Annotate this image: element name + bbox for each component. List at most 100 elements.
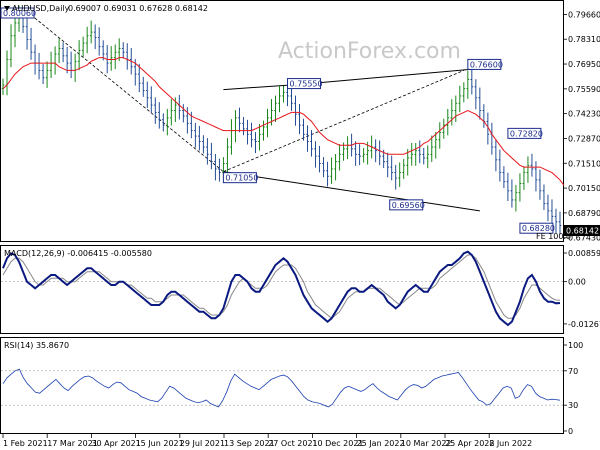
- candle: [13, 15, 17, 48]
- candle: [338, 144, 341, 171]
- x-tick-label: 10 Dec 2021: [312, 439, 363, 448]
- candle: [1, 78, 5, 96]
- candle: [49, 51, 53, 79]
- y-tick-label: 30: [568, 401, 578, 410]
- candle: [434, 132, 438, 159]
- candle: [89, 20, 93, 44]
- candle: [470, 68, 474, 95]
- candle: [161, 113, 165, 132]
- ohlc-readout: 0.69007 0.69031 0.67628 0.68142: [68, 4, 208, 13]
- candle: [33, 44, 37, 75]
- y-tick-label: 0.00: [568, 278, 586, 287]
- candle: [145, 81, 149, 108]
- candle: [474, 79, 478, 110]
- candle: [318, 145, 321, 173]
- candle: [542, 184, 546, 210]
- candle: [170, 99, 173, 126]
- candle: [494, 139, 498, 172]
- candle: [206, 138, 209, 165]
- candle: [430, 135, 434, 163]
- x-tick-label: 25 Apr 2022: [445, 439, 494, 448]
- pivot-label: 0.69560: [389, 199, 425, 211]
- y-tick-label: 0.67430: [568, 234, 600, 243]
- pivot-label: 0.68280: [519, 222, 555, 234]
- trendline: [223, 70, 464, 173]
- pivot-label: 0.76600: [467, 58, 503, 70]
- y-tick-label: 0.70150: [568, 184, 600, 193]
- price-pane-frame: [0, 0, 564, 242]
- candle: [558, 211, 562, 235]
- y-tick-label: 0.68790: [568, 209, 600, 218]
- candle: [406, 149, 410, 176]
- trendline: [22, 8, 224, 172]
- candle: [262, 120, 265, 141]
- candle: [374, 139, 377, 163]
- candle: [109, 46, 113, 71]
- candle: [398, 162, 402, 187]
- y-tick-label: 0: [568, 427, 573, 436]
- candle: [69, 51, 73, 79]
- candle: [422, 147, 426, 165]
- candle: [246, 119, 249, 145]
- rsi-line: [2, 368, 561, 408]
- x-tick-label: 15 Jun 2021: [136, 439, 184, 448]
- candle: [9, 24, 13, 68]
- candle: [294, 95, 297, 126]
- candle: [202, 135, 205, 154]
- x-tick-label: 10 Mar 2022: [401, 439, 452, 448]
- candle: [61, 42, 65, 63]
- candle: [358, 144, 361, 166]
- candle: [238, 107, 241, 133]
- candle: [518, 173, 522, 202]
- rsi-y-axis: 100 70 30 0: [564, 341, 583, 436]
- candle: [274, 95, 277, 123]
- candle: [141, 76, 145, 97]
- candle: [502, 166, 506, 189]
- candle: [230, 119, 233, 155]
- x-tick-label: 30 Apr 2021: [91, 439, 140, 448]
- candle: [29, 27, 33, 60]
- macd-main-line: [2, 250, 561, 327]
- candle: [165, 108, 169, 136]
- candles: [1, 5, 562, 235]
- moving-average-line: [2, 57, 565, 186]
- macd-pane-frame: [0, 245, 564, 334]
- candle: [334, 153, 337, 181]
- candle: [278, 85, 281, 113]
- candle: [298, 103, 301, 135]
- candle: [137, 63, 141, 93]
- candle: [450, 99, 454, 126]
- x-tick-label: 1 Feb 2021: [3, 439, 48, 448]
- candle: [101, 40, 105, 61]
- x-tick-label: 13 Sep 2021: [224, 439, 275, 448]
- title-triangle-icon: [4, 6, 10, 11]
- candle: [478, 87, 482, 120]
- price-title: AUDUSD,Daily: [12, 4, 70, 13]
- y-tick-label: 0.78310: [568, 35, 600, 44]
- candle: [498, 149, 502, 182]
- y-tick-label: 0.008596: [568, 249, 600, 258]
- svg-text:0.80060: 0.80060: [3, 9, 36, 18]
- candle: [302, 118, 305, 141]
- candle: [178, 94, 181, 120]
- candle: [394, 164, 398, 190]
- rsi-pane-frame: [0, 337, 564, 434]
- svg-text:0.71050: 0.71050: [225, 174, 258, 183]
- candle: [234, 110, 237, 143]
- macd-chart: 0.008596 0.00 -0.01267 MACD(12,26,9) -0.00…: [1, 249, 600, 329]
- svg-text:0.69560: 0.69560: [392, 201, 425, 210]
- candle: [390, 155, 393, 181]
- candle: [458, 85, 462, 113]
- candle: [446, 108, 450, 136]
- rsi-chart: 100 70 30 0 RSI(14) 35.8670: [1, 341, 583, 436]
- y-tick-label: 0.79660: [568, 11, 600, 20]
- candle: [182, 104, 185, 123]
- candle: [510, 179, 514, 208]
- pivot-label: 0.72820: [507, 127, 543, 139]
- candle: [157, 102, 161, 129]
- candle: [45, 61, 49, 88]
- candle: [153, 97, 157, 124]
- candle: [322, 157, 325, 178]
- candle: [414, 143, 418, 166]
- candle: [41, 64, 45, 85]
